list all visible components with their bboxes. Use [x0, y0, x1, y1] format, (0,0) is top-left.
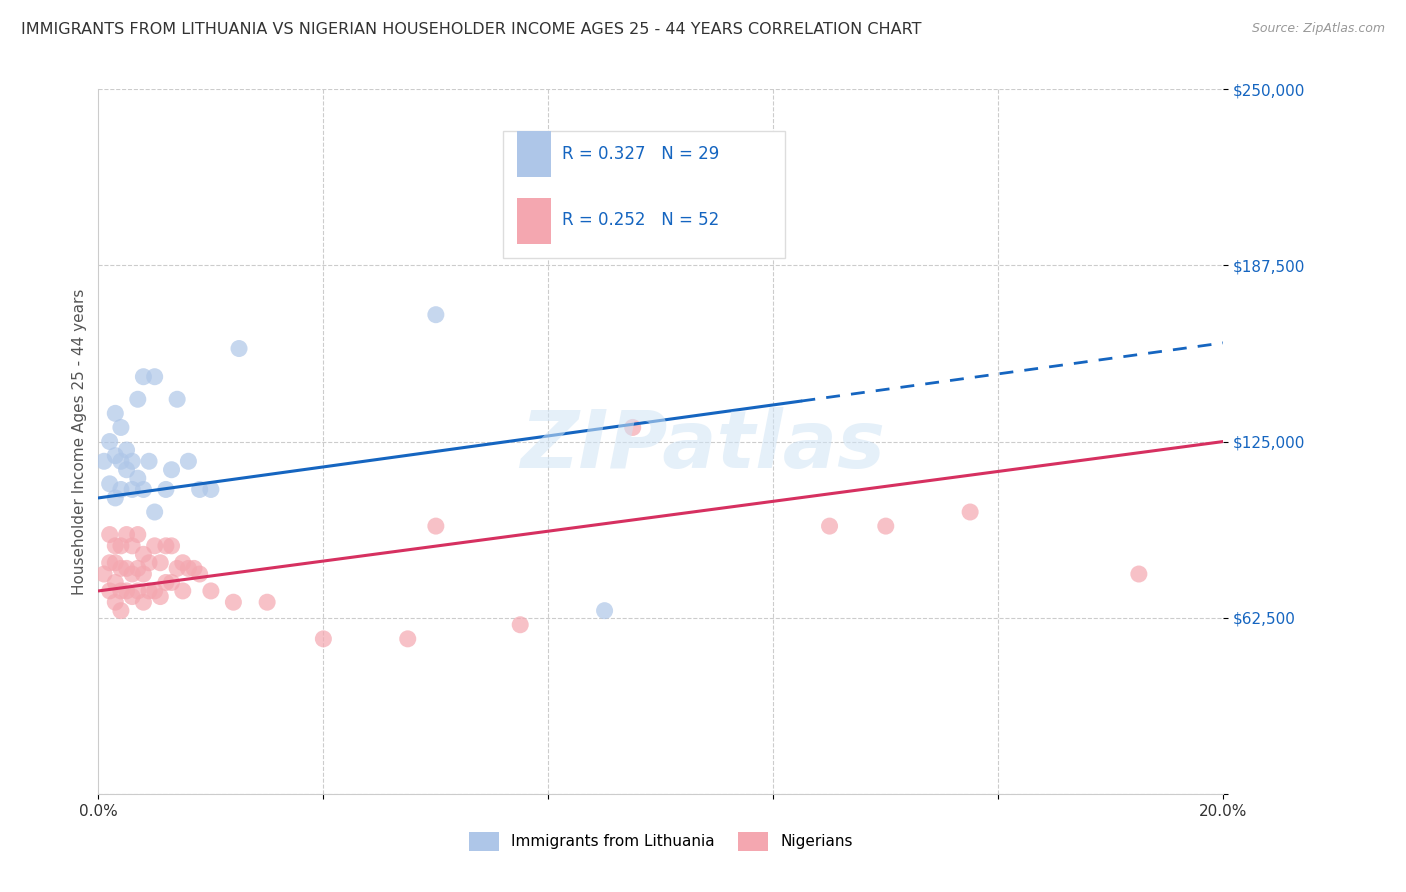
Point — [104, 575, 127, 590]
Text: Source: ZipAtlas.com: Source: ZipAtlas.com — [1251, 22, 1385, 36]
Point — [127, 471, 149, 485]
Point — [188, 483, 211, 497]
Point — [104, 449, 127, 463]
Point — [110, 561, 132, 575]
Point — [166, 561, 188, 575]
Point — [132, 567, 155, 582]
Point — [104, 556, 127, 570]
Point — [155, 483, 177, 497]
Point — [222, 595, 245, 609]
Point — [110, 454, 132, 468]
Point — [1128, 567, 1150, 582]
Point — [509, 617, 531, 632]
Point — [110, 583, 132, 598]
Point — [593, 604, 616, 618]
Point — [121, 590, 143, 604]
Point — [172, 583, 194, 598]
Point — [98, 476, 121, 491]
Point — [183, 561, 205, 575]
Text: R = 0.252   N = 52: R = 0.252 N = 52 — [562, 211, 718, 228]
Point — [166, 392, 188, 407]
Point — [160, 539, 183, 553]
Point — [818, 519, 841, 533]
Point — [143, 539, 166, 553]
Point — [98, 434, 121, 449]
Point — [132, 547, 155, 561]
Point — [143, 505, 166, 519]
Point — [155, 539, 177, 553]
Point — [115, 527, 138, 541]
Point — [149, 590, 172, 604]
Legend: Immigrants from Lithuania, Nigerians: Immigrants from Lithuania, Nigerians — [463, 826, 859, 856]
Point — [132, 369, 155, 384]
Point — [104, 406, 127, 420]
Point — [115, 561, 138, 575]
Point — [396, 632, 419, 646]
Point — [98, 527, 121, 541]
Point — [959, 505, 981, 519]
Point — [127, 583, 149, 598]
Point — [115, 463, 138, 477]
Point — [93, 454, 115, 468]
Point — [256, 595, 278, 609]
Point — [188, 567, 211, 582]
Point — [104, 491, 127, 505]
Point — [110, 483, 132, 497]
FancyBboxPatch shape — [503, 131, 785, 259]
Point — [177, 561, 200, 575]
Point — [425, 308, 447, 322]
Point — [138, 583, 160, 598]
Point — [98, 583, 121, 598]
Point — [104, 539, 127, 553]
Point — [200, 583, 222, 598]
Point — [104, 595, 127, 609]
Point — [875, 519, 897, 533]
Text: ZIPatlas: ZIPatlas — [520, 407, 886, 485]
Point — [115, 583, 138, 598]
Point — [110, 539, 132, 553]
Point — [132, 483, 155, 497]
Point — [155, 575, 177, 590]
Point — [312, 632, 335, 646]
Point — [121, 567, 143, 582]
Point — [110, 604, 132, 618]
Point — [172, 556, 194, 570]
Point — [143, 583, 166, 598]
Point — [110, 420, 132, 434]
Point — [149, 556, 172, 570]
Point — [121, 483, 143, 497]
Point — [127, 527, 149, 541]
FancyBboxPatch shape — [517, 131, 551, 178]
Point — [121, 539, 143, 553]
Point — [143, 369, 166, 384]
Point — [127, 561, 149, 575]
Point — [177, 454, 200, 468]
Point — [138, 556, 160, 570]
Point — [200, 483, 222, 497]
Point — [138, 454, 160, 468]
Text: IMMIGRANTS FROM LITHUANIA VS NIGERIAN HOUSEHOLDER INCOME AGES 25 - 44 YEARS CORR: IMMIGRANTS FROM LITHUANIA VS NIGERIAN HO… — [21, 22, 921, 37]
Point — [228, 342, 250, 356]
Text: R = 0.327   N = 29: R = 0.327 N = 29 — [562, 145, 718, 163]
Point — [425, 519, 447, 533]
Point — [160, 463, 183, 477]
Point — [93, 567, 115, 582]
Point — [115, 442, 138, 457]
Point — [132, 595, 155, 609]
Point — [121, 454, 143, 468]
Point — [127, 392, 149, 407]
Point — [160, 575, 183, 590]
Point — [98, 556, 121, 570]
Point — [621, 420, 644, 434]
FancyBboxPatch shape — [517, 198, 551, 244]
Y-axis label: Householder Income Ages 25 - 44 years: Householder Income Ages 25 - 44 years — [72, 288, 87, 595]
